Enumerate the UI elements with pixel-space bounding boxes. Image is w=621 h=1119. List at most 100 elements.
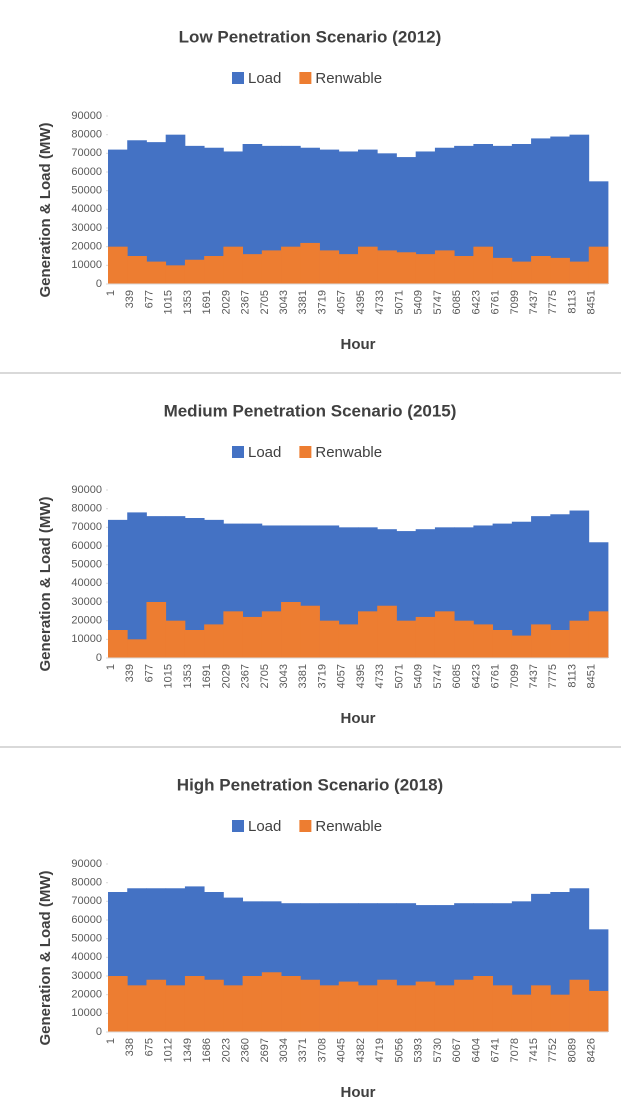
x-tick-label: 1015: [163, 290, 175, 314]
x-tick-label: 6741: [490, 1038, 502, 1062]
bar: [550, 257, 570, 284]
bar: [550, 136, 570, 284]
x-tick-label: 4733: [374, 290, 386, 314]
bar: [550, 514, 570, 658]
bar: [319, 985, 340, 1032]
y-tick-label: 40000: [71, 203, 102, 215]
bar: [531, 624, 551, 658]
bar: [492, 630, 513, 658]
y-tick-label: 70000: [71, 521, 102, 533]
y-tick-label: 10000: [71, 259, 102, 271]
x-tick-label: 2023: [220, 1038, 232, 1062]
x-tick-label: 1686: [201, 1038, 213, 1062]
x-tick-label: 4057: [336, 664, 348, 688]
x-tick-label: 677: [143, 664, 155, 682]
y-tick-label: 10000: [71, 1007, 102, 1019]
x-tick-label: 338: [124, 1038, 136, 1056]
bar: [127, 256, 147, 284]
bar: [396, 985, 417, 1032]
x-tick-label: 4719: [374, 1038, 386, 1062]
bar: [511, 994, 532, 1032]
bar: [492, 985, 513, 1032]
bar: [377, 250, 397, 284]
x-tick-label: 2029: [220, 664, 232, 688]
x-tick-label: 1012: [163, 1038, 175, 1062]
bar: [300, 605, 320, 658]
bar: [492, 523, 513, 658]
x-tick-label: 2367: [240, 664, 252, 688]
y-tick-label: 60000: [71, 166, 102, 178]
bar: [127, 512, 147, 658]
legend-swatch: [232, 446, 244, 458]
bar: [300, 979, 320, 1032]
legend-swatch: [232, 820, 244, 832]
x-tick-label: 4045: [336, 1038, 348, 1062]
x-tick-label: 677: [143, 290, 155, 308]
x-tick-label: 7415: [528, 1038, 540, 1062]
x-tick-label: 3719: [316, 290, 328, 314]
x-tick-label: 3719: [316, 664, 328, 688]
bar: [204, 147, 224, 284]
x-tick-label: 1015: [163, 664, 175, 688]
bar: [261, 611, 282, 658]
bar: [531, 256, 551, 284]
bar: [242, 254, 263, 284]
x-tick-label: 2705: [259, 664, 271, 688]
x-tick-label: 3708: [316, 1038, 328, 1062]
y-tick-label: 10000: [71, 633, 102, 645]
y-axis-title: Generation & Load (MW): [37, 497, 54, 672]
x-tick-label: 5409: [413, 290, 425, 314]
x-tick-label: 6067: [451, 1038, 463, 1062]
bar: [473, 976, 494, 1032]
bar: [108, 630, 128, 658]
bar: [588, 246, 609, 284]
bar: [492, 145, 513, 284]
legend-swatch: [232, 72, 244, 84]
x-tick-label: 8451: [586, 664, 598, 688]
x-tick-label: 7099: [509, 664, 521, 688]
x-tick-label: 5393: [413, 1038, 425, 1062]
x-tick-label: 1691: [201, 290, 213, 314]
x-tick-label: 3371: [297, 1038, 309, 1062]
bar: [434, 147, 455, 284]
x-tick-label: 6423: [470, 664, 482, 688]
bar: [261, 250, 282, 284]
x-tick-label: 339: [124, 664, 136, 682]
y-tick-label: 70000: [71, 895, 102, 907]
bar: [319, 250, 340, 284]
x-tick-label: 6085: [451, 664, 463, 688]
bar: [434, 250, 455, 284]
x-tick-label: 2360: [240, 1038, 252, 1062]
bar: [396, 620, 417, 658]
bar: [550, 630, 570, 658]
bar: [127, 985, 147, 1032]
y-axis-title: Generation & Load (MW): [37, 123, 54, 298]
x-tick-label: 5409: [413, 664, 425, 688]
bar: [223, 985, 244, 1032]
bar: [338, 254, 359, 284]
y-tick-label: 20000: [71, 989, 102, 1001]
bar: [550, 994, 570, 1032]
y-tick-label: 70000: [71, 147, 102, 159]
bar: [511, 144, 532, 284]
x-tick-label: 4382: [355, 1038, 367, 1062]
x-axis-title: Hour: [341, 336, 376, 353]
bar: [146, 261, 167, 284]
x-tick-label: 1691: [201, 664, 213, 688]
bar: [454, 979, 474, 1032]
x-tick-label: 8451: [586, 290, 598, 314]
legend-label: Load: [248, 818, 281, 835]
bar: [281, 602, 301, 658]
bar: [184, 145, 205, 284]
x-tick-label: 7752: [547, 1038, 559, 1062]
bar: [281, 976, 301, 1032]
x-tick-label: 1: [105, 1038, 117, 1044]
bar: [223, 611, 244, 658]
y-tick-label: 20000: [71, 241, 102, 253]
bar: [165, 134, 186, 284]
bar: [377, 605, 397, 658]
bar: [569, 620, 590, 658]
x-tick-label: 6761: [490, 664, 502, 688]
legend-label: Load: [248, 70, 281, 87]
x-tick-label: 675: [143, 1038, 155, 1056]
